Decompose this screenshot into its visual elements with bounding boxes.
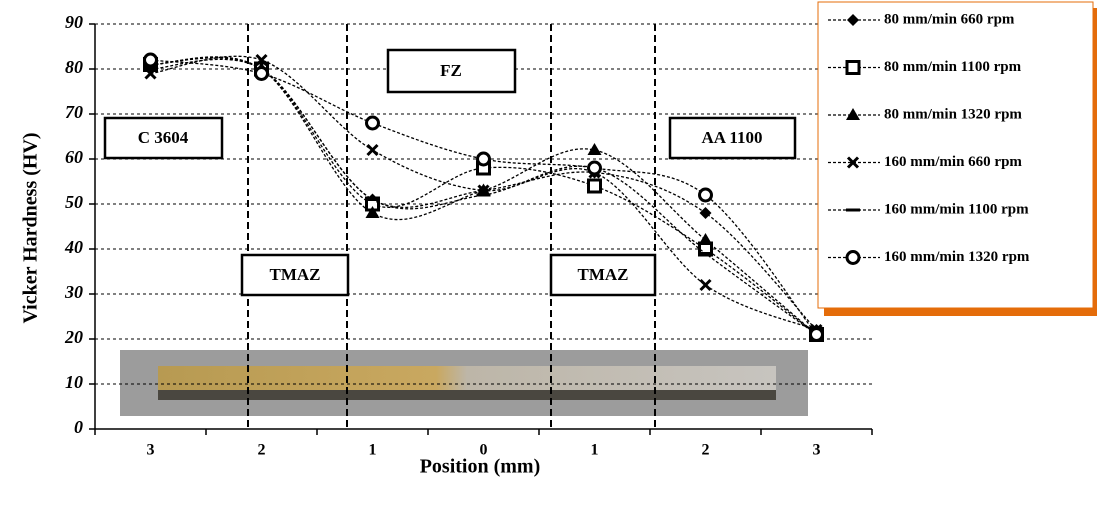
marker: [846, 108, 860, 120]
marker: [587, 143, 602, 155]
marker: [699, 207, 712, 219]
marker: [143, 52, 158, 68]
y-tick-label: 10: [65, 372, 83, 392]
specimen-photo: [120, 350, 808, 416]
legend-label: 80 mm/min 660 rpm: [884, 11, 1015, 27]
marker: [845, 250, 861, 265]
marker: [698, 187, 713, 203]
marker: [144, 67, 157, 80]
marker: [699, 278, 712, 292]
legend-label: 80 mm/min 1320 rpm: [884, 106, 1022, 122]
legend-label: 160 mm/min 660 rpm: [884, 154, 1022, 170]
y-tick-label: 30: [64, 282, 83, 302]
marker: [587, 160, 602, 176]
x-tick-label: 0: [480, 442, 488, 459]
marker: [254, 66, 269, 81]
marker: [847, 14, 859, 26]
marker: [809, 327, 824, 342]
specimen: [158, 366, 776, 392]
annotation: TMAZ: [270, 265, 321, 284]
marker: [846, 156, 860, 169]
annotation: AA 1100: [702, 128, 763, 147]
x-tick-label: 1: [369, 442, 377, 459]
annotation-box: [103, 116, 224, 160]
y-tick-label: 90: [65, 12, 83, 32]
legend-label: 160 mm/min 1100 rpm: [884, 201, 1029, 217]
y-tick-label: 80: [65, 57, 83, 77]
annotation-box: [386, 48, 517, 94]
marker: [587, 178, 602, 194]
annotation: C 3604: [138, 128, 189, 147]
x-tick-label: 2: [702, 442, 710, 459]
marker: [365, 206, 380, 218]
y-tick-label: 0: [74, 417, 83, 437]
legend-label: 80 mm/min 1100 rpm: [884, 59, 1022, 75]
y-axis-title: Vicker Hardness (HV): [20, 132, 42, 323]
legend-label: 160 mm/min 1320 rpm: [884, 249, 1030, 265]
marker: [698, 233, 713, 245]
annotation: TMAZ: [578, 265, 629, 284]
annotation-box: [668, 116, 797, 160]
marker: [845, 60, 861, 75]
annotation-box: [240, 253, 350, 297]
annotation-box: [549, 253, 657, 297]
y-tick-label: 60: [65, 147, 83, 167]
marker: [365, 115, 380, 131]
x-tick-label: 3: [147, 442, 155, 459]
legend: 80 mm/min 660 rpm 80 mm/min 1100 rpm 80 mm…: [817, 1, 1097, 316]
zone-dividers: [247, 24, 656, 429]
specimen-edge: [158, 390, 776, 400]
x-tick-label: 2: [258, 442, 266, 459]
marker: [476, 151, 491, 167]
y-tick-label: 40: [64, 237, 83, 257]
y-tick-label: 20: [64, 327, 83, 347]
x-tick-label: 1: [591, 442, 599, 459]
marker: [366, 143, 379, 157]
y-tick-label: 50: [65, 192, 83, 212]
annotation: FZ: [440, 61, 462, 80]
y-tick-label: 70: [65, 102, 83, 122]
marker: [255, 53, 268, 67]
x-tick-label: 3: [813, 442, 821, 459]
x-axis-title: Position (mm): [420, 456, 541, 478]
annotations: C 3604 FZ AA 1100 TMAZ TMAZ: [103, 48, 797, 297]
